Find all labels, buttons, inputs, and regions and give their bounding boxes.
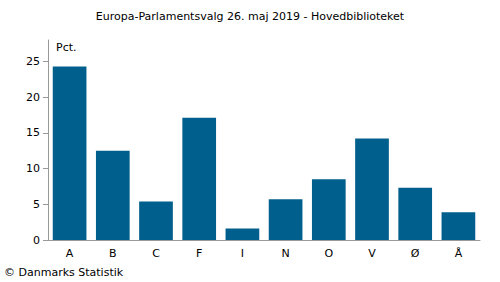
svg-text:O: O	[324, 247, 333, 260]
svg-text:N: N	[281, 247, 289, 260]
svg-text:B: B	[109, 247, 117, 260]
svg-text:5: 5	[33, 198, 40, 211]
svg-text:V: V	[368, 247, 376, 260]
svg-text:20: 20	[26, 91, 40, 104]
svg-text:Å: Å	[455, 247, 463, 260]
svg-text:Ø: Ø	[411, 247, 420, 260]
svg-text:0: 0	[33, 234, 40, 247]
svg-text:© Danmarks Statistik: © Danmarks Statistik	[4, 266, 124, 279]
svg-text:A: A	[66, 247, 74, 260]
svg-text:I: I	[241, 247, 244, 260]
svg-text:F: F	[196, 247, 202, 260]
svg-text:Europa-Parlamentsvalg 26. maj: Europa-Parlamentsvalg 26. maj 2019 - Hov…	[96, 10, 405, 23]
svg-text:C: C	[152, 247, 160, 260]
svg-text:15: 15	[26, 126, 40, 139]
svg-text:10: 10	[26, 162, 40, 175]
svg-text:25: 25	[26, 55, 40, 68]
svg-text:Pct.: Pct.	[56, 41, 77, 54]
